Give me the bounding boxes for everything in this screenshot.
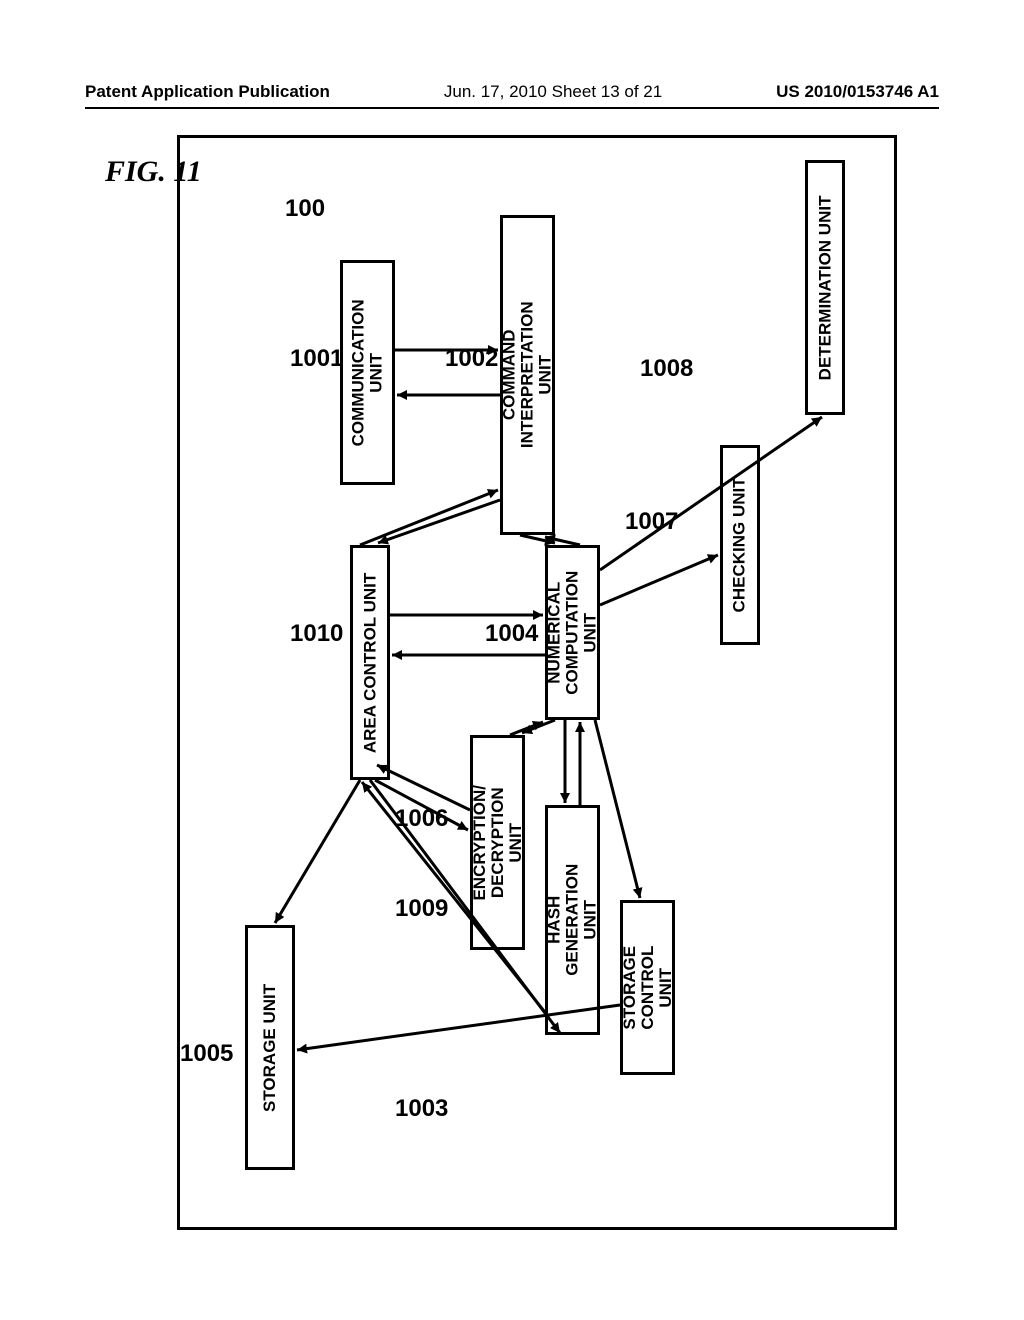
box-area-control: AREA CONTROL UNIT — [350, 545, 390, 780]
ref-1006: 1006 — [395, 805, 448, 833]
label-storage: STORAGE UNIT — [261, 983, 279, 1111]
box-numerical: NUMERICALCOMPUTATIONUNIT — [545, 545, 600, 720]
box-storage: STORAGE UNIT — [245, 925, 295, 1170]
ref-1007: 1007 — [625, 508, 678, 536]
ref-1009: 1009 — [395, 895, 448, 923]
box-command-interp: COMMAND INTERPRETATIONUNIT — [500, 215, 555, 535]
header-right: US 2010/0153746 A1 — [776, 82, 939, 102]
header-mid: Jun. 17, 2010 Sheet 13 of 21 — [444, 82, 662, 102]
label-determination: DETERMINATION UNIT — [816, 195, 834, 380]
box-checking: CHECKING UNIT — [720, 445, 760, 645]
ref-1003: 1003 — [395, 1095, 448, 1123]
ref-1008: 1008 — [640, 355, 693, 383]
label-area-control: AREA CONTROL UNIT — [361, 572, 379, 752]
box-storage-ctrl: STORAGECONTROL UNIT — [620, 900, 675, 1075]
page-header: Patent Application Publication Jun. 17, … — [85, 82, 939, 109]
ref-1002: 1002 — [445, 345, 498, 373]
label-hash: HASH GENERATIONUNIT — [546, 864, 600, 976]
header-left: Patent Application Publication — [85, 82, 330, 102]
box-hash: HASH GENERATIONUNIT — [545, 805, 600, 1035]
label-encryption: ENCRYPTION/DECRYPTION UNIT — [471, 785, 525, 901]
box-communication: COMMUNICATIONUNIT — [340, 260, 395, 485]
label-checking: CHECKING UNIT — [731, 477, 749, 612]
label-command-interp: COMMAND INTERPRETATIONUNIT — [501, 302, 555, 449]
ref-1005: 1005 — [180, 1040, 233, 1068]
ref-1010: 1010 — [290, 620, 343, 648]
ref-1004: 1004 — [485, 620, 538, 648]
label-communication: COMMUNICATIONUNIT — [350, 299, 386, 446]
page: Patent Application Publication Jun. 17, … — [0, 0, 1024, 1320]
label-storage-ctrl: STORAGECONTROL UNIT — [621, 946, 675, 1030]
ref-1001: 1001 — [290, 345, 343, 373]
label-numerical: NUMERICALCOMPUTATIONUNIT — [546, 570, 600, 694]
box-encryption: ENCRYPTION/DECRYPTION UNIT — [470, 735, 525, 950]
box-determination: DETERMINATION UNIT — [805, 160, 845, 415]
